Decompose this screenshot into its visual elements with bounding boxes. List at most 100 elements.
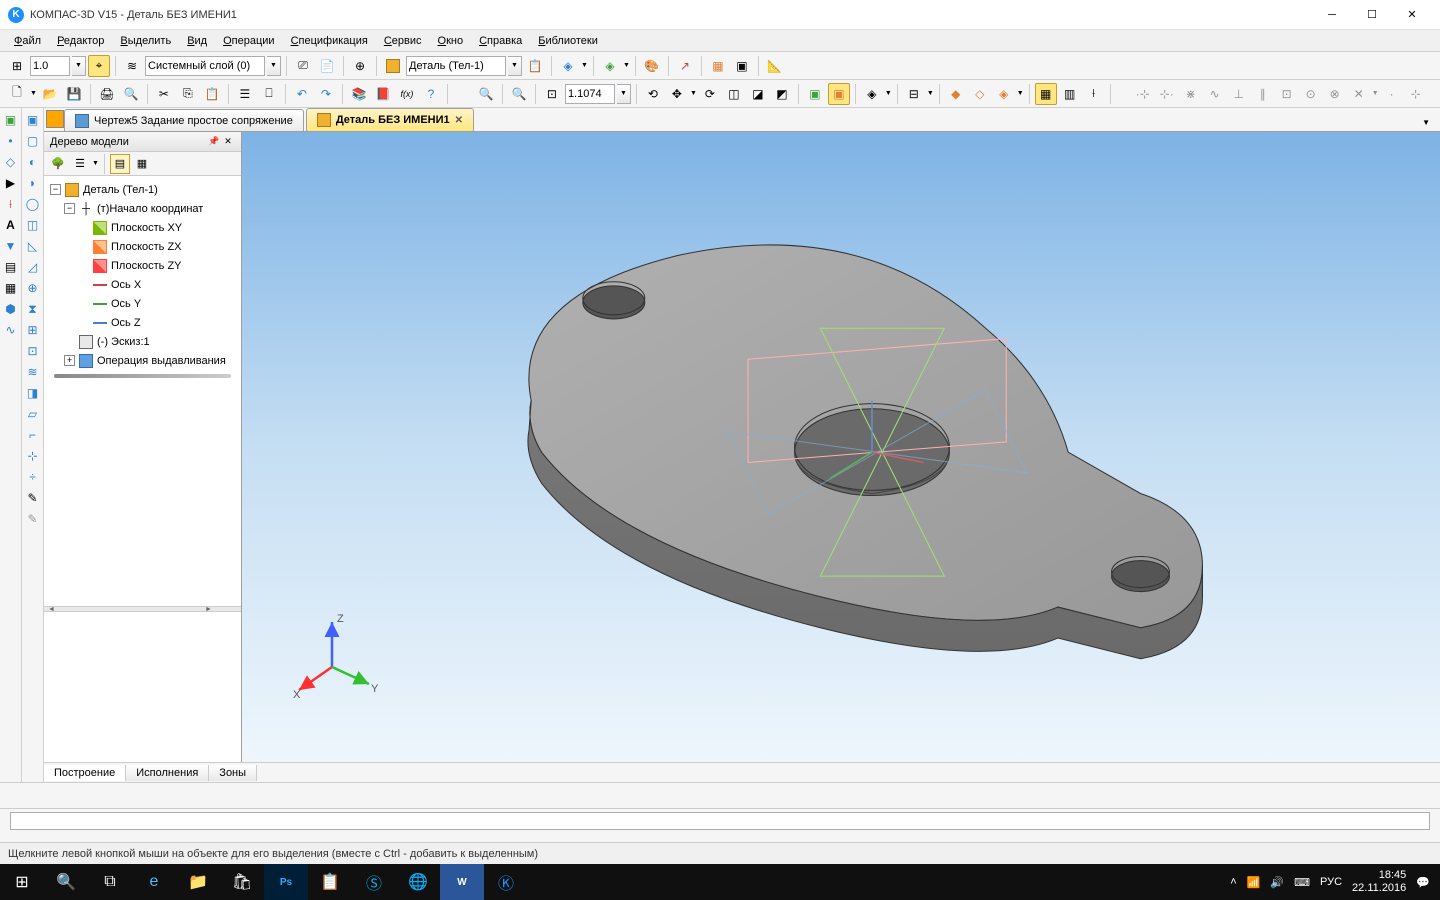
copy-icon[interactable]: ⎘: [177, 83, 199, 105]
variables-icon[interactable]: 📋: [524, 55, 546, 77]
cube-green-icon[interactable]: ◈: [599, 55, 621, 77]
preview-icon[interactable]: 🔍: [120, 83, 142, 105]
tree-hier-icon[interactable]: 🌳: [48, 154, 68, 174]
zoom-fit-icon[interactable]: ⊡: [541, 83, 563, 105]
render1-icon[interactable]: ◆: [945, 83, 967, 105]
part-select[interactable]: [406, 56, 506, 76]
snap12-icon[interactable]: ⊹: [1405, 83, 1427, 105]
shaded-icon[interactable]: ◩: [771, 83, 793, 105]
cube-drop[interactable]: ▼: [581, 62, 588, 69]
print-icon[interactable]: 🖨: [96, 83, 118, 105]
op-pattern-icon[interactable]: ⊡: [23, 341, 43, 361]
view-cube1-icon[interactable]: ▣: [804, 83, 826, 105]
op-surface-icon[interactable]: ◨: [23, 383, 43, 403]
start-button[interactable]: ⊞: [0, 864, 44, 900]
tray-sound-icon[interactable]: 🔊: [1270, 876, 1284, 889]
op-thread-icon[interactable]: ≋: [23, 362, 43, 382]
axis-tool-icon[interactable]: ↗: [674, 55, 696, 77]
tree-axis-z[interactable]: Ось Z: [46, 313, 239, 332]
op-trim-icon[interactable]: ⊹: [23, 446, 43, 466]
vtool-axis2-icon[interactable]: ◇: [1, 152, 21, 172]
persp-drop[interactable]: ▼: [885, 90, 892, 97]
snap10-icon[interactable]: ✕: [1348, 83, 1370, 105]
view-cube2-icon[interactable]: ▣: [828, 83, 850, 105]
tree-origin[interactable]: − ┼ (т)Начало координат: [46, 199, 239, 218]
taskview-icon[interactable]: ⧉: [88, 864, 132, 900]
op-bend-icon[interactable]: ⌐: [23, 425, 43, 445]
op-revolve-icon[interactable]: ◐: [23, 152, 43, 172]
tree-axis-x[interactable]: Ось X: [46, 275, 239, 294]
cube2-drop[interactable]: ▼: [623, 62, 630, 69]
rotate-icon[interactable]: ⟲: [642, 83, 664, 105]
fx-icon[interactable]: f(x): [396, 83, 418, 105]
tree-drop[interactable]: ▼: [92, 160, 99, 167]
kompas-taskbar-icon[interactable]: Ⓚ: [484, 864, 528, 900]
library-icon[interactable]: 📚: [348, 83, 370, 105]
close-button[interactable]: ✕: [1392, 1, 1432, 29]
search-icon[interactable]: 🔍: [44, 864, 88, 900]
snap4-icon[interactable]: ∿: [1204, 83, 1226, 105]
vtool-point-icon[interactable]: •: [1, 131, 21, 151]
store-icon[interactable]: 🛍: [220, 864, 264, 900]
undo-icon[interactable]: ↶: [291, 83, 313, 105]
op-fillet-icon[interactable]: ◗: [23, 173, 43, 193]
edge-icon[interactable]: e: [132, 864, 176, 900]
palette-icon[interactable]: 🎨: [641, 55, 663, 77]
arrange-icon[interactable]: ⎚: [292, 55, 314, 77]
snap7-icon[interactable]: ⊡: [1276, 83, 1298, 105]
snap3-icon[interactable]: ⋇: [1180, 83, 1202, 105]
tab-drawing[interactable]: Чертеж5 Задание простое сопряжение: [64, 109, 304, 131]
vtool-text-icon[interactable]: A: [1, 215, 21, 235]
menu-operations[interactable]: Операции: [215, 33, 282, 49]
menu-select[interactable]: Выделить: [112, 33, 179, 49]
open-icon[interactable]: 📂: [39, 83, 61, 105]
command-input[interactable]: [10, 812, 1430, 830]
tab-part[interactable]: Деталь БЕЗ ИМЕНИ1 ✕: [306, 108, 474, 131]
op-sketch2-icon[interactable]: ✎: [23, 509, 43, 529]
perspective-icon[interactable]: ◈: [861, 83, 883, 105]
refresh-icon[interactable]: ⟳: [699, 83, 721, 105]
expand-icon[interactable]: −: [64, 203, 75, 214]
help-icon[interactable]: ?: [420, 83, 442, 105]
measure-icon[interactable]: 📐: [764, 55, 786, 77]
tray-clock[interactable]: 18:45 22.11.2016: [1352, 869, 1406, 895]
op-rib-icon[interactable]: ◿: [23, 257, 43, 277]
hidden-icon[interactable]: ◪: [747, 83, 769, 105]
snap9-icon[interactable]: ⊗: [1324, 83, 1346, 105]
snap1-icon[interactable]: ·⊹: [1132, 83, 1154, 105]
op-sketch-icon[interactable]: ✎: [23, 488, 43, 508]
tree-extrude[interactable]: + Операция выдавливания: [46, 351, 239, 370]
op-extrude-icon[interactable]: ▣: [23, 110, 43, 130]
section-drop[interactable]: ▼: [927, 90, 934, 97]
op-split-icon[interactable]: ÷: [23, 467, 43, 487]
zoom-dropdown[interactable]: ▼: [617, 84, 631, 104]
lib2-icon[interactable]: 📕: [372, 83, 394, 105]
layer-dropdown[interactable]: ▼: [267, 56, 281, 76]
op-draft-icon[interactable]: ◺: [23, 236, 43, 256]
vtool-elements-icon[interactable]: ⬢: [1, 299, 21, 319]
btab-zones[interactable]: Зоны: [209, 765, 257, 781]
tree-list-icon[interactable]: ☰: [70, 154, 90, 174]
prop-icon[interactable]: ☰: [234, 83, 256, 105]
vtool-curve-icon[interactable]: ∿: [1, 320, 21, 340]
tree-mode-icon[interactable]: ▤: [110, 154, 130, 174]
chrome-icon[interactable]: 🌐: [396, 864, 440, 900]
paste-icon[interactable]: 📋: [201, 83, 223, 105]
snap6-icon[interactable]: ∥: [1252, 83, 1274, 105]
layer-select[interactable]: [145, 56, 265, 76]
vtool-report-icon[interactable]: ▦: [1, 278, 21, 298]
tabs-dropdown[interactable]: ▼: [1418, 114, 1434, 131]
skype-icon[interactable]: Ⓢ: [352, 864, 396, 900]
new-drop[interactable]: ▼: [30, 90, 37, 97]
menu-service[interactable]: Сервис: [376, 33, 430, 49]
scale-dropdown[interactable]: ▼: [72, 56, 86, 76]
wireframe-icon[interactable]: ◫: [723, 83, 745, 105]
scale-input[interactable]: [30, 56, 70, 76]
layers-icon[interactable]: ≋: [121, 55, 143, 77]
form-icon[interactable]: 📄: [316, 55, 338, 77]
op-sheet-icon[interactable]: ▱: [23, 404, 43, 424]
menu-spec[interactable]: Спецификация: [283, 33, 376, 49]
tray-notifications-icon[interactable]: 💬: [1416, 876, 1430, 889]
expand-icon[interactable]: −: [50, 184, 61, 195]
dim-icon[interactable]: ⟊: [1083, 83, 1105, 105]
